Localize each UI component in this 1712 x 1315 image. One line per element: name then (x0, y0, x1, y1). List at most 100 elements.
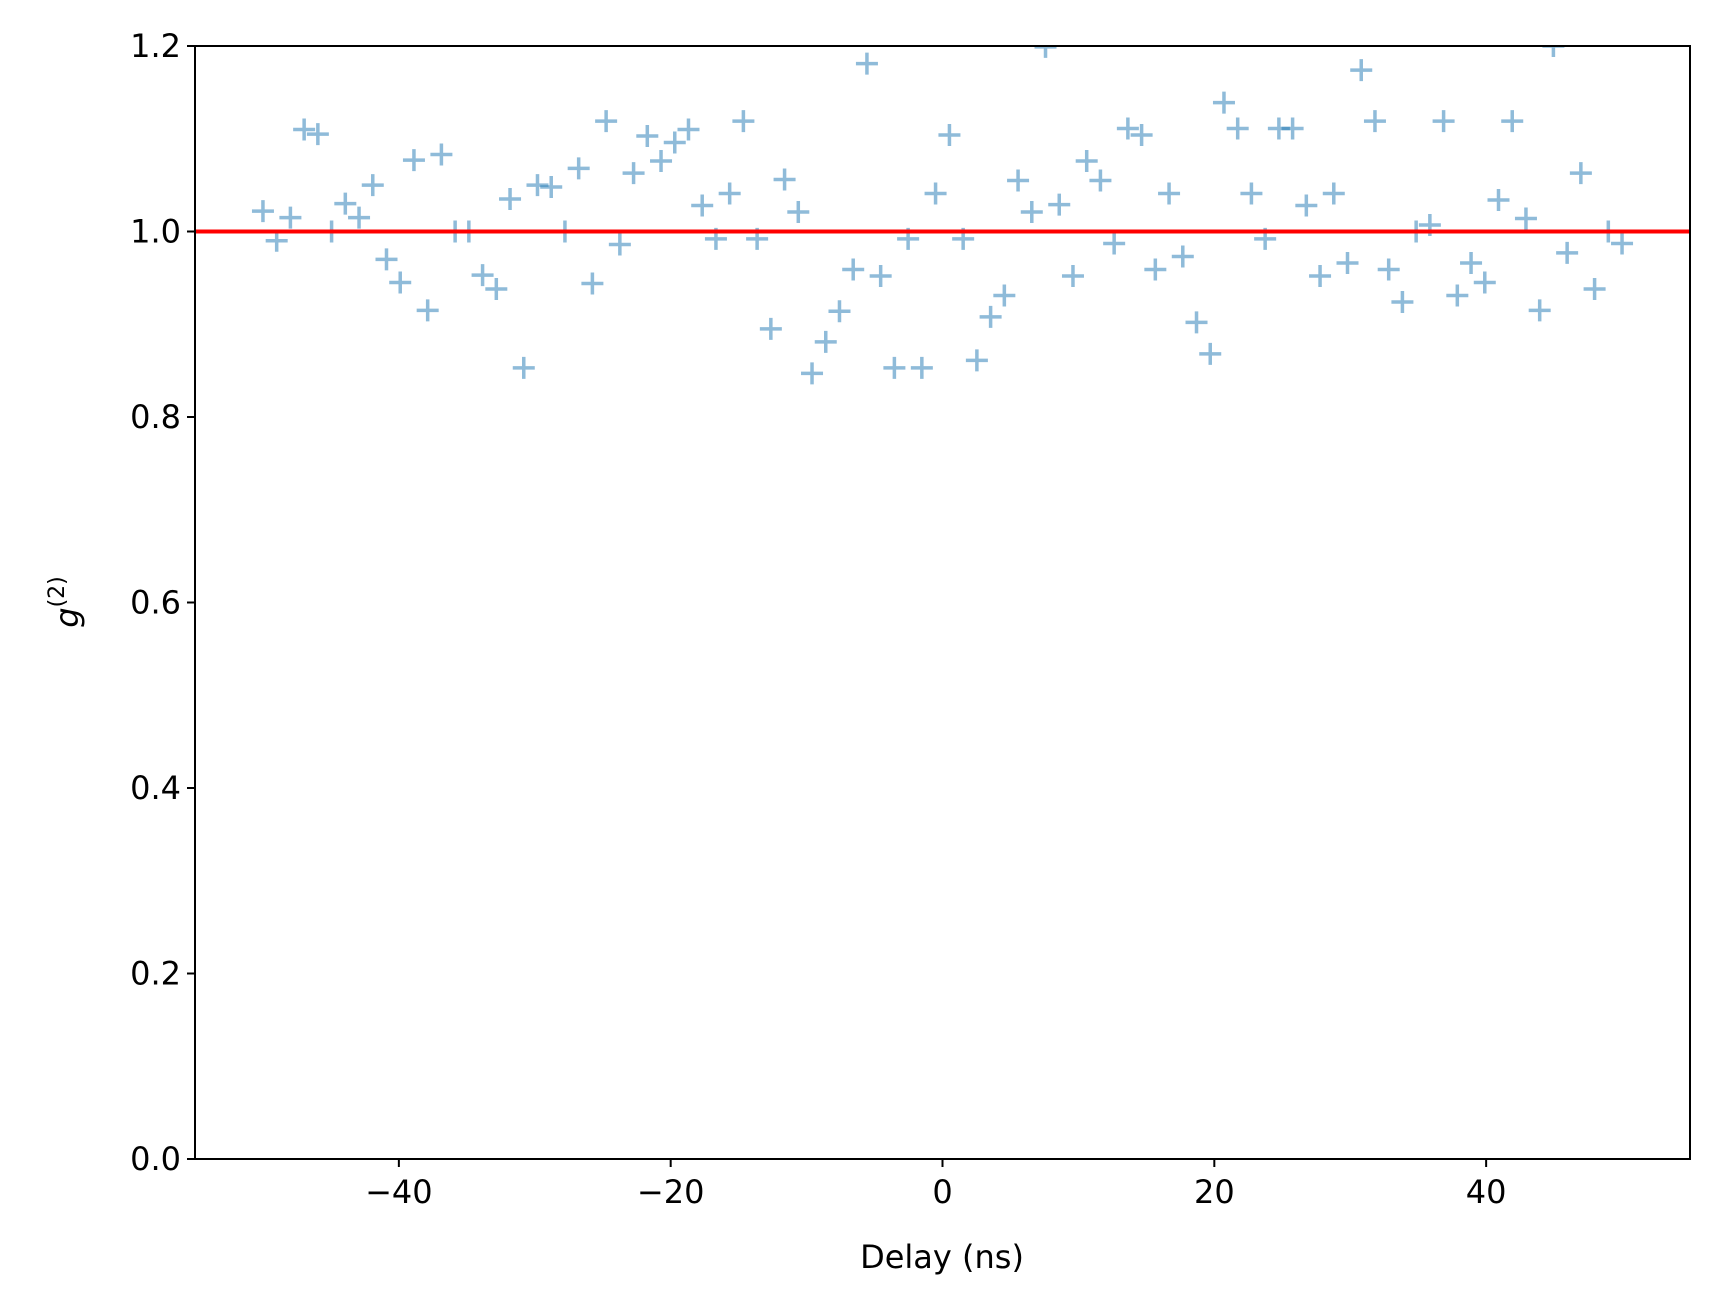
y-tick-label: 0.2 (130, 955, 181, 993)
marker (1281, 117, 1304, 140)
marker (293, 118, 316, 141)
marker (499, 188, 522, 211)
marker (1377, 258, 1400, 281)
marker (787, 201, 810, 224)
y-tick-label: 0.0 (130, 1140, 181, 1178)
marker (1020, 201, 1043, 224)
marker (650, 150, 673, 173)
marker (924, 182, 947, 205)
marker (1199, 342, 1222, 365)
marker (361, 174, 384, 197)
marker (1171, 245, 1194, 268)
marker (512, 356, 535, 379)
x-tick-label: −40 (365, 1173, 433, 1211)
marker (348, 206, 371, 229)
marker (1611, 232, 1634, 255)
y-axis-label: g(2) (45, 576, 86, 627)
y-tick-label: 1.2 (130, 27, 181, 65)
marker (828, 300, 851, 323)
marker (1514, 207, 1537, 230)
marker (993, 284, 1016, 307)
marker (979, 305, 1002, 328)
marker (691, 194, 714, 217)
marker (389, 271, 412, 294)
marker (732, 110, 755, 133)
marker (1048, 193, 1071, 216)
marker (306, 123, 329, 146)
marker (1446, 284, 1469, 307)
marker (1007, 169, 1030, 192)
marker (801, 362, 824, 385)
marker (855, 52, 878, 75)
marker (622, 162, 645, 185)
marker (608, 233, 631, 256)
marker (1556, 241, 1579, 264)
plot-area (195, 46, 1690, 385)
marker (1103, 232, 1126, 255)
marker (1583, 278, 1606, 301)
x-tick-label: 40 (1466, 1173, 1507, 1211)
marker (1501, 110, 1524, 133)
marker (1322, 182, 1345, 205)
marker (1116, 117, 1139, 140)
marker (1089, 169, 1112, 192)
marker (581, 272, 604, 295)
y-tick-label: 0.4 (130, 769, 181, 807)
marker (540, 175, 563, 198)
marker (1350, 59, 1373, 82)
marker (759, 317, 782, 340)
marker (251, 200, 274, 223)
marker (1569, 162, 1592, 185)
marker (567, 157, 590, 180)
marker (1226, 117, 1249, 140)
marker (1144, 258, 1167, 281)
marker (773, 168, 796, 191)
marker (1487, 188, 1510, 211)
marker (1309, 265, 1332, 288)
marker (1212, 91, 1235, 114)
marker (869, 265, 892, 288)
marker (526, 174, 549, 197)
x-tick-label: −20 (637, 1173, 705, 1211)
marker (1336, 252, 1359, 275)
marker (677, 118, 700, 141)
marker (595, 110, 618, 133)
marker (1240, 182, 1263, 205)
marker (636, 124, 659, 147)
marker (814, 330, 837, 353)
marker (471, 264, 494, 287)
marker (375, 248, 398, 271)
y-axis-label-base: g (48, 607, 86, 627)
marker (1295, 194, 1318, 217)
y-tick-label: 1.0 (130, 213, 181, 251)
y-axis-label-sup: (2) (45, 576, 70, 607)
marker (1363, 110, 1386, 133)
marker (718, 182, 741, 205)
x-tick-label: 20 (1194, 1173, 1235, 1211)
marker (1432, 110, 1455, 133)
marker (1460, 252, 1483, 275)
marker (1158, 182, 1181, 205)
marker (334, 192, 357, 215)
marker (1061, 265, 1084, 288)
marker (965, 349, 988, 372)
marker (1185, 311, 1208, 334)
y-tick-label: 0.8 (130, 398, 181, 436)
marker (279, 206, 302, 229)
x-tick-label: 0 (932, 1173, 952, 1211)
marker (663, 131, 686, 154)
marker (842, 258, 865, 281)
marker (1528, 299, 1551, 322)
marker (416, 299, 439, 322)
marker (485, 278, 508, 301)
marker (1391, 290, 1414, 313)
marker (910, 356, 933, 379)
marker (430, 143, 453, 166)
x-axis-label: Delay (ns) (860, 1238, 1024, 1276)
y-tick-label: 0.6 (130, 584, 181, 622)
marker (1075, 150, 1098, 173)
marker (402, 149, 425, 172)
marker (1473, 271, 1496, 294)
